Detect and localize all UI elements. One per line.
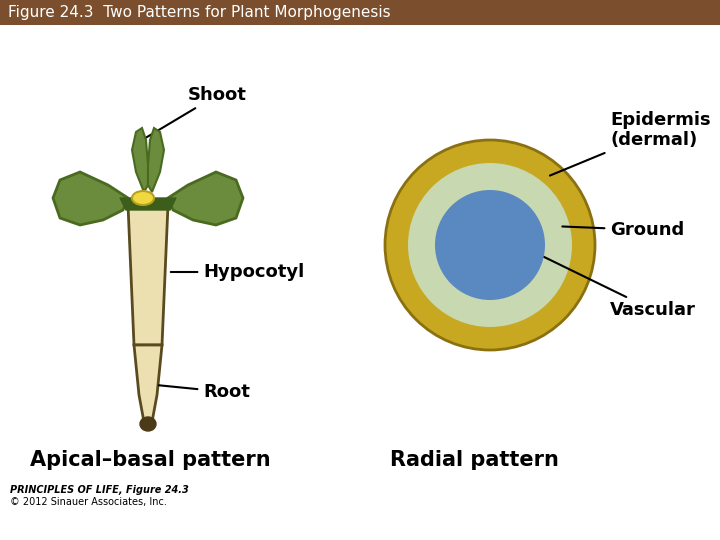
FancyBboxPatch shape [0,0,720,25]
Text: Ground: Ground [562,221,684,239]
Polygon shape [168,172,243,225]
Polygon shape [128,205,168,345]
Polygon shape [134,345,162,427]
Polygon shape [148,128,164,192]
Text: PRINCIPLES OF LIFE, Figure 24.3: PRINCIPLES OF LIFE, Figure 24.3 [10,485,189,495]
Text: Figure 24.3  Two Patterns for Plant Morphogenesis: Figure 24.3 Two Patterns for Plant Morph… [8,5,391,21]
Polygon shape [132,128,148,192]
Text: Shoot: Shoot [145,86,247,139]
Text: Root: Root [159,383,250,401]
Text: Vascular: Vascular [539,254,696,319]
Text: Epidermis
(dermal): Epidermis (dermal) [550,111,711,176]
Text: © 2012 Sinauer Associates, Inc.: © 2012 Sinauer Associates, Inc. [10,497,167,507]
Polygon shape [53,172,128,225]
Text: Radial pattern: Radial pattern [390,450,559,470]
Text: Apical–basal pattern: Apical–basal pattern [30,450,271,470]
Ellipse shape [435,190,545,300]
Ellipse shape [385,140,595,350]
Ellipse shape [140,417,156,431]
Ellipse shape [408,163,572,327]
Text: Hypocotyl: Hypocotyl [171,263,305,281]
Polygon shape [120,198,176,210]
Ellipse shape [132,191,154,205]
